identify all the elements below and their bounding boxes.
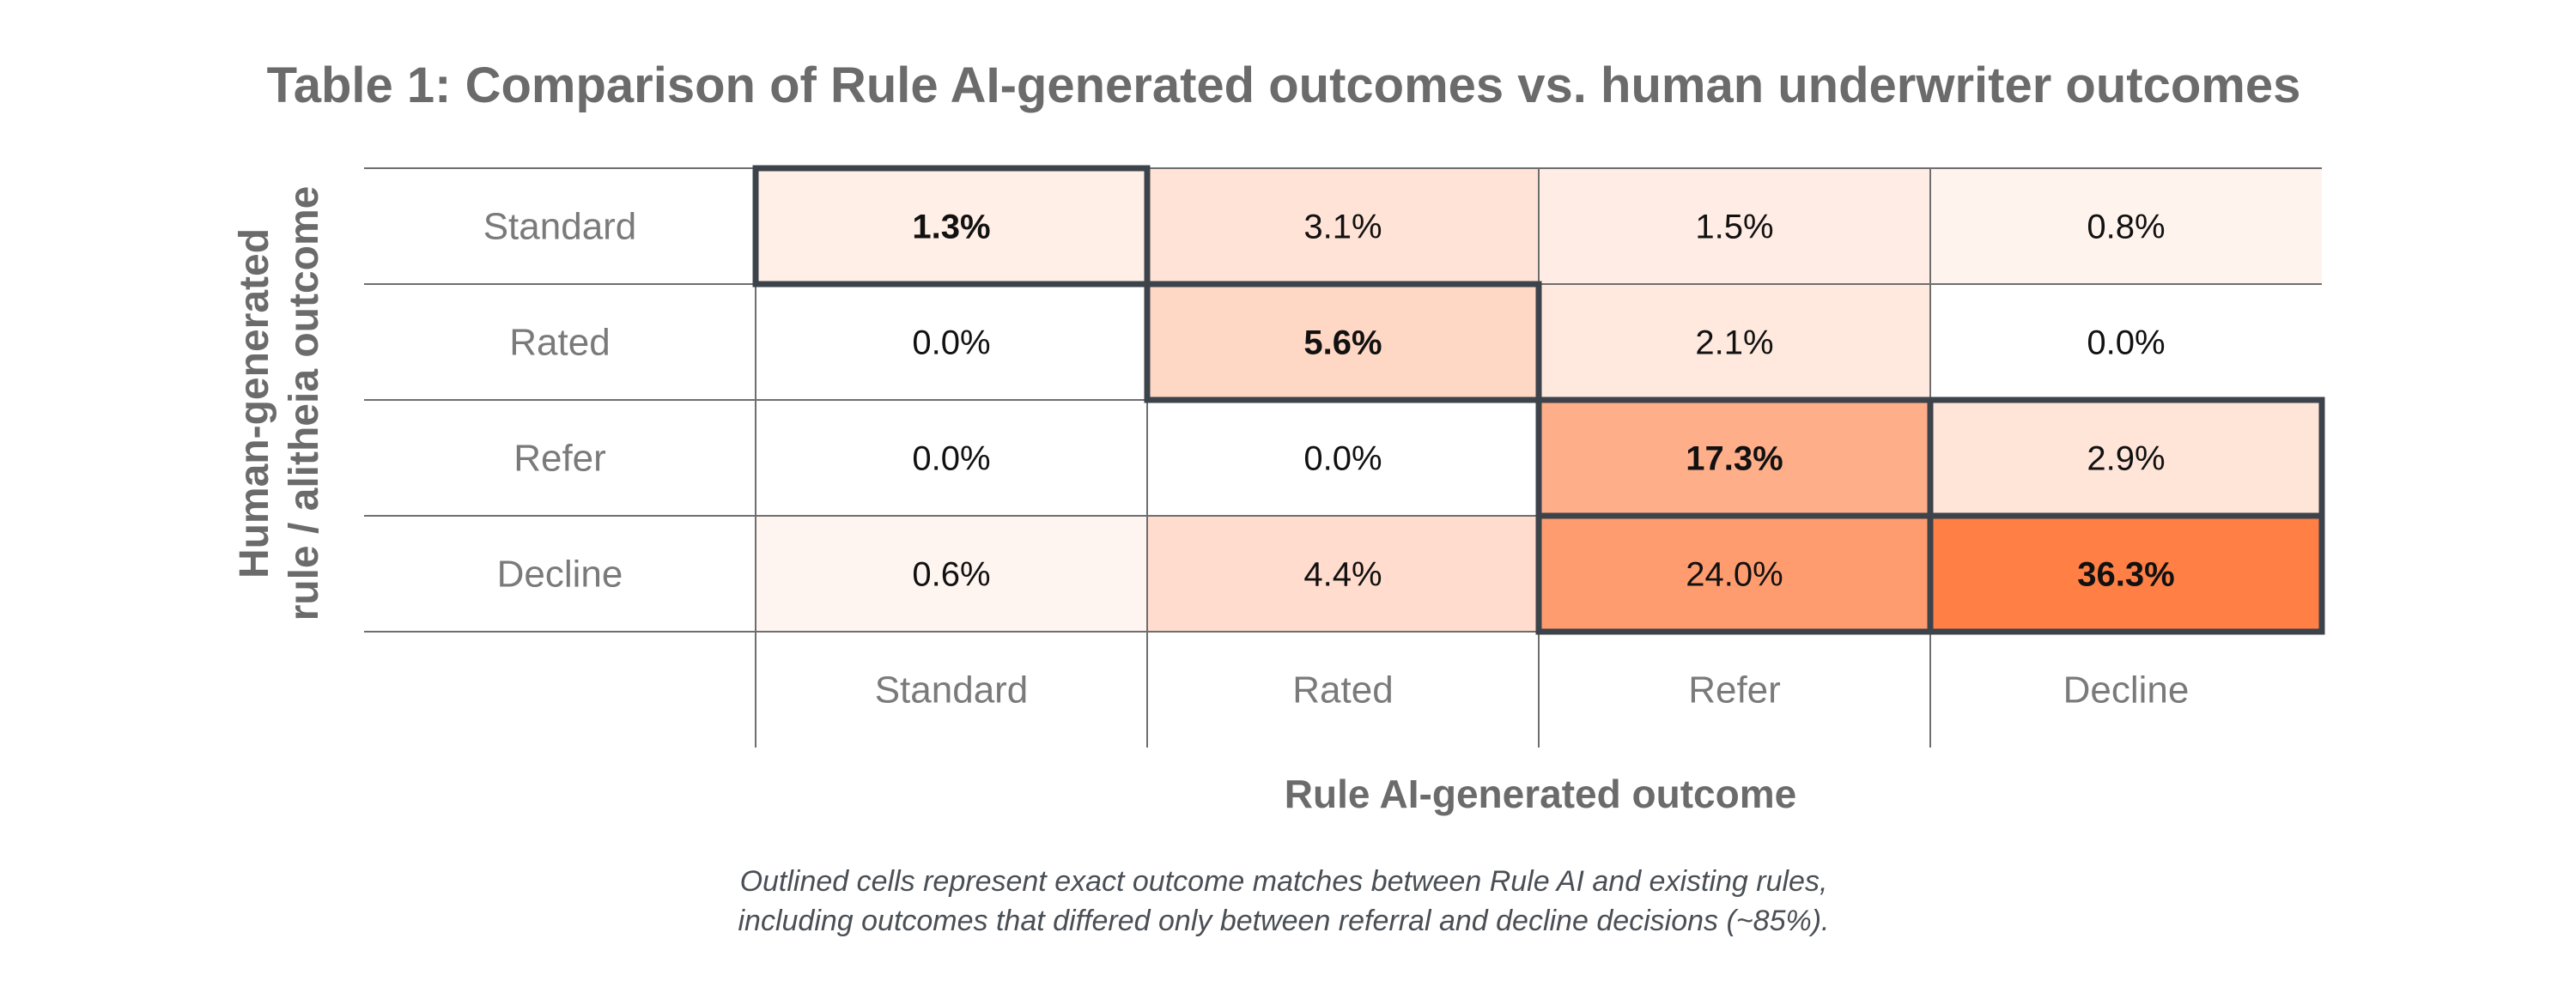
cell-value-r1-c0: 0.0%	[912, 324, 990, 362]
cell-value-r1-c2: 2.1%	[1695, 324, 1773, 362]
match-outline-0	[752, 165, 1151, 288]
y-tick-label-2: Refer	[513, 438, 606, 480]
match-outline-1	[1144, 281, 1542, 403]
footnote-line-1: Outlined cells represent exact outcome m…	[739, 865, 1828, 898]
cell-value-r1-c1: 5.6%	[1303, 324, 1382, 362]
heatmap-cell-r2-c3	[1930, 400, 2322, 516]
heatmap-cell-r1-c0	[756, 284, 1147, 400]
cell-value-r2-c3: 2.9%	[2087, 440, 2165, 478]
x-tick-label-0: Standard	[875, 669, 1029, 711]
heatmap-cell-r3-c3	[1930, 516, 2322, 632]
heatmap-cell-r2-c0	[756, 400, 1147, 516]
heatmap-cell-r0-c1	[1147, 168, 1539, 284]
heatmap-cell-r0-c2	[1539, 168, 1930, 284]
cell-value-r0-c1: 3.1%	[1303, 209, 1382, 246]
cell-value-r0-c0: 1.3%	[912, 209, 990, 246]
x-tick-label-2: Refer	[1688, 669, 1781, 711]
heatmap-cell-r3-c0	[756, 516, 1147, 632]
heatmap-cell-r3-c2	[1539, 516, 1930, 632]
cell-value-r3-c1: 4.4%	[1303, 556, 1382, 594]
heatmap-cell-r3-c1	[1147, 516, 1539, 632]
y-tick-label-1: Rated	[509, 322, 610, 364]
footnote-line-2: including outcomes that differed only be…	[738, 905, 1830, 937]
footnote: Outlined cells represent exact outcome m…	[0, 862, 2567, 941]
heatmap-cell-r2-c1	[1147, 400, 1539, 516]
heatmap-cell-r0-c3	[1930, 168, 2322, 284]
y-tick-label-3: Decline	[497, 554, 623, 596]
x-axis-label: Rule AI-generated outcome	[1284, 772, 1797, 816]
cell-value-r3-c2: 24.0%	[1686, 556, 1783, 594]
chart-title: Table 1: Comparison of Rule AI-generated…	[266, 58, 2301, 113]
x-tick-label-3: Decline	[2063, 669, 2190, 711]
cell-value-r3-c3: 36.3%	[2077, 556, 2174, 594]
heatmap-cell-r1-c1	[1147, 284, 1539, 400]
cell-value-r0-c3: 0.8%	[2087, 209, 2165, 246]
cell-value-r2-c1: 0.0%	[1303, 440, 1382, 478]
heatmap-cell-r1-c3	[1930, 284, 2322, 400]
heatmap-cell-r1-c2	[1539, 284, 1930, 400]
cell-value-r1-c3: 0.0%	[2087, 324, 2165, 362]
heatmap-cell-r0-c0	[756, 168, 1147, 284]
cell-value-r2-c0: 0.0%	[912, 440, 990, 478]
x-tick-label-1: Rated	[1292, 669, 1393, 711]
heatmap-cell-r2-c2	[1539, 400, 1930, 516]
cell-value-r2-c2: 17.3%	[1686, 440, 1783, 478]
cell-value-r3-c0: 0.6%	[912, 556, 990, 594]
cell-value-r0-c2: 1.5%	[1695, 209, 1773, 246]
y-tick-label-0: Standard	[483, 206, 637, 248]
